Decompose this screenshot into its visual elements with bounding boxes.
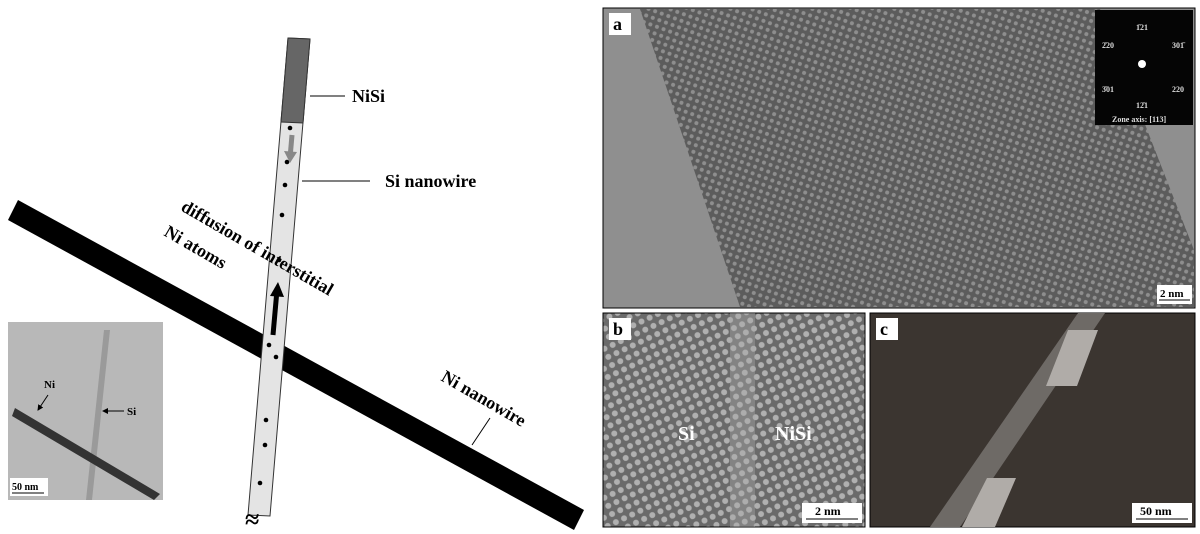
spot-label: 220 (1172, 85, 1184, 94)
spot-label: 301̄ (1172, 41, 1186, 50)
spot-label: 3̄01 (1102, 85, 1114, 94)
nisi-segment (281, 38, 310, 123)
panel-label: a (613, 14, 622, 34)
label: Ni (44, 379, 55, 391)
label: NiSi (352, 86, 385, 106)
spot-label: 12̄1 (1136, 101, 1148, 110)
region-label: Si (678, 423, 695, 445)
inset-image (8, 322, 163, 500)
spot-label: 1̄21 (1136, 23, 1148, 32)
panel-a: a 2 nm 1̄21 301̄ 2̄20 3̄01 220 12̄1 Zone… (603, 8, 1195, 308)
zone-axis: Zone axis: [113] (1112, 115, 1167, 124)
panel-b: b Si NiSi 2 nm (603, 313, 865, 527)
inset: Ni Si 50 nm (8, 322, 163, 500)
central-spot (1138, 60, 1146, 68)
scale-label: 50 nm (12, 482, 39, 493)
interface (730, 313, 755, 527)
label: Ni nanowire (438, 366, 530, 430)
break-mark: ≈ (245, 505, 259, 534)
scale-label: 2 nm (815, 504, 841, 518)
region-label: NiSi (775, 423, 812, 445)
scale-label: 50 nm (1140, 504, 1172, 518)
spot-label: 2̄20 (1102, 41, 1114, 50)
panel-label: b (613, 319, 623, 339)
leader (472, 418, 490, 445)
label: Si (127, 406, 136, 418)
scale-label: 2 nm (1160, 288, 1184, 300)
panel-c: c 50 nm (870, 313, 1195, 527)
panel-label: c (880, 319, 888, 339)
figure: NiSi Si nanowire diffusion of interstiti… (0, 0, 1200, 534)
label: Si nanowire (385, 171, 476, 191)
